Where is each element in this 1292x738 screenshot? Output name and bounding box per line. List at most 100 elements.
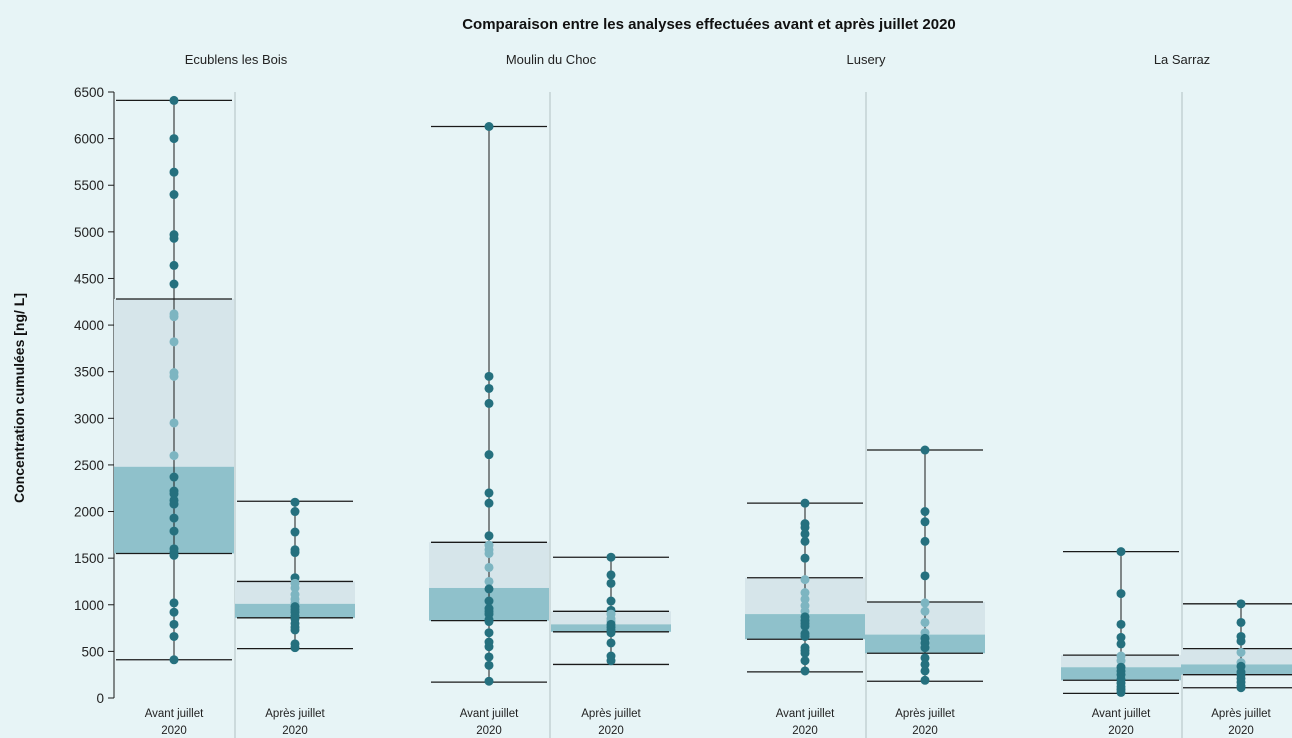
data-point [1116, 589, 1126, 599]
data-point [800, 529, 810, 539]
chart-title: Comparaison entre les analyses effectuée… [462, 16, 956, 33]
data-point [484, 576, 494, 586]
y-tick-label: 2500 [74, 458, 104, 473]
data-point [169, 451, 179, 461]
data-point [606, 656, 616, 666]
data-point [169, 499, 179, 509]
data-point [1116, 656, 1126, 666]
y-tick-label: 500 [81, 644, 104, 659]
data-point [290, 583, 300, 593]
data-point [484, 617, 494, 627]
data-point [800, 588, 810, 598]
data-point [920, 617, 930, 627]
x-category-label-line2: 2020 [598, 725, 624, 737]
data-point [484, 121, 494, 131]
x-category-label-line2: 2020 [1228, 725, 1254, 737]
data-point [1236, 636, 1246, 646]
data-point [290, 507, 300, 517]
data-point [169, 598, 179, 608]
x-category-label-line1: Après juillet [581, 708, 641, 720]
data-point [290, 625, 300, 635]
data-point [1116, 619, 1126, 629]
data-point [169, 631, 179, 641]
data-point [169, 190, 179, 200]
data-point [606, 628, 616, 638]
box-plots [114, 95, 1292, 697]
y-tick-label: 3500 [74, 365, 104, 380]
data-point [1236, 647, 1246, 657]
x-category-label-line1: Avant juillet [145, 708, 204, 720]
x-category-label-line2: 2020 [476, 725, 502, 737]
y-tick-label: 6500 [74, 85, 104, 100]
data-point [920, 666, 930, 676]
data-point [1116, 639, 1126, 649]
data-point [290, 497, 300, 507]
data-point [920, 606, 930, 616]
data-point [920, 643, 930, 653]
data-point [169, 418, 179, 428]
data-point [1116, 632, 1126, 642]
data-point [169, 260, 179, 270]
x-category-label-line2: 2020 [282, 725, 308, 737]
site-label: Lusery [846, 52, 886, 67]
data-point [169, 134, 179, 144]
data-point [169, 167, 179, 177]
x-category-label-line2: 2020 [792, 725, 818, 737]
data-point [920, 507, 930, 517]
y-axis-label: Concentration cumulées [ng/ L] [11, 293, 27, 503]
data-point [606, 570, 616, 580]
data-point [169, 279, 179, 289]
data-point [920, 675, 930, 685]
data-point [169, 550, 179, 560]
data-point [1236, 683, 1246, 693]
y-tick-label: 2000 [74, 505, 104, 520]
data-point [484, 584, 494, 594]
data-point [800, 631, 810, 641]
data-point [169, 655, 179, 665]
y-tick-label: 5000 [74, 225, 104, 240]
data-point [484, 660, 494, 670]
x-category-label-line2: 2020 [161, 725, 187, 737]
x-category-label-line1: Après juillet [1211, 708, 1271, 720]
data-point [484, 652, 494, 662]
data-point [290, 548, 300, 558]
data-point [169, 337, 179, 347]
data-point [920, 445, 930, 455]
y-axis: 0 500 1000 1500 2000 2500 3000 3500 4000 4500 5000… [74, 85, 115, 706]
data-point [920, 517, 930, 527]
data-point [606, 638, 616, 648]
data-point [920, 536, 930, 546]
x-category-label-line1: Avant juillet [460, 708, 519, 720]
data-point [290, 527, 300, 537]
data-point [484, 596, 494, 606]
x-category-label-line1: Avant juillet [1092, 708, 1151, 720]
y-tick-label: 3000 [74, 411, 104, 426]
data-point [1116, 687, 1126, 697]
data-point [800, 594, 810, 604]
data-point [800, 522, 810, 532]
site-label: Ecublens les Bois [185, 52, 288, 67]
data-point [800, 553, 810, 563]
data-point [169, 472, 179, 482]
data-point [169, 95, 179, 105]
data-point [169, 312, 179, 322]
data-point [169, 371, 179, 381]
data-point [920, 598, 930, 608]
data-point [606, 596, 616, 606]
data-point [169, 233, 179, 243]
data-point [920, 659, 930, 669]
x-category-label-line1: Après juillet [895, 708, 955, 720]
data-point [484, 628, 494, 638]
site-label: La Sarraz [1154, 52, 1210, 67]
data-point [800, 498, 810, 508]
data-point [484, 562, 494, 572]
data-point [1116, 547, 1126, 557]
x-category-label-line1: Avant juillet [776, 708, 835, 720]
data-point [800, 648, 810, 658]
data-point [484, 642, 494, 652]
data-point [169, 526, 179, 536]
data-point [484, 383, 494, 393]
x-category-label-line2: 2020 [1108, 725, 1134, 737]
x-category-label-line2: 2020 [912, 725, 938, 737]
